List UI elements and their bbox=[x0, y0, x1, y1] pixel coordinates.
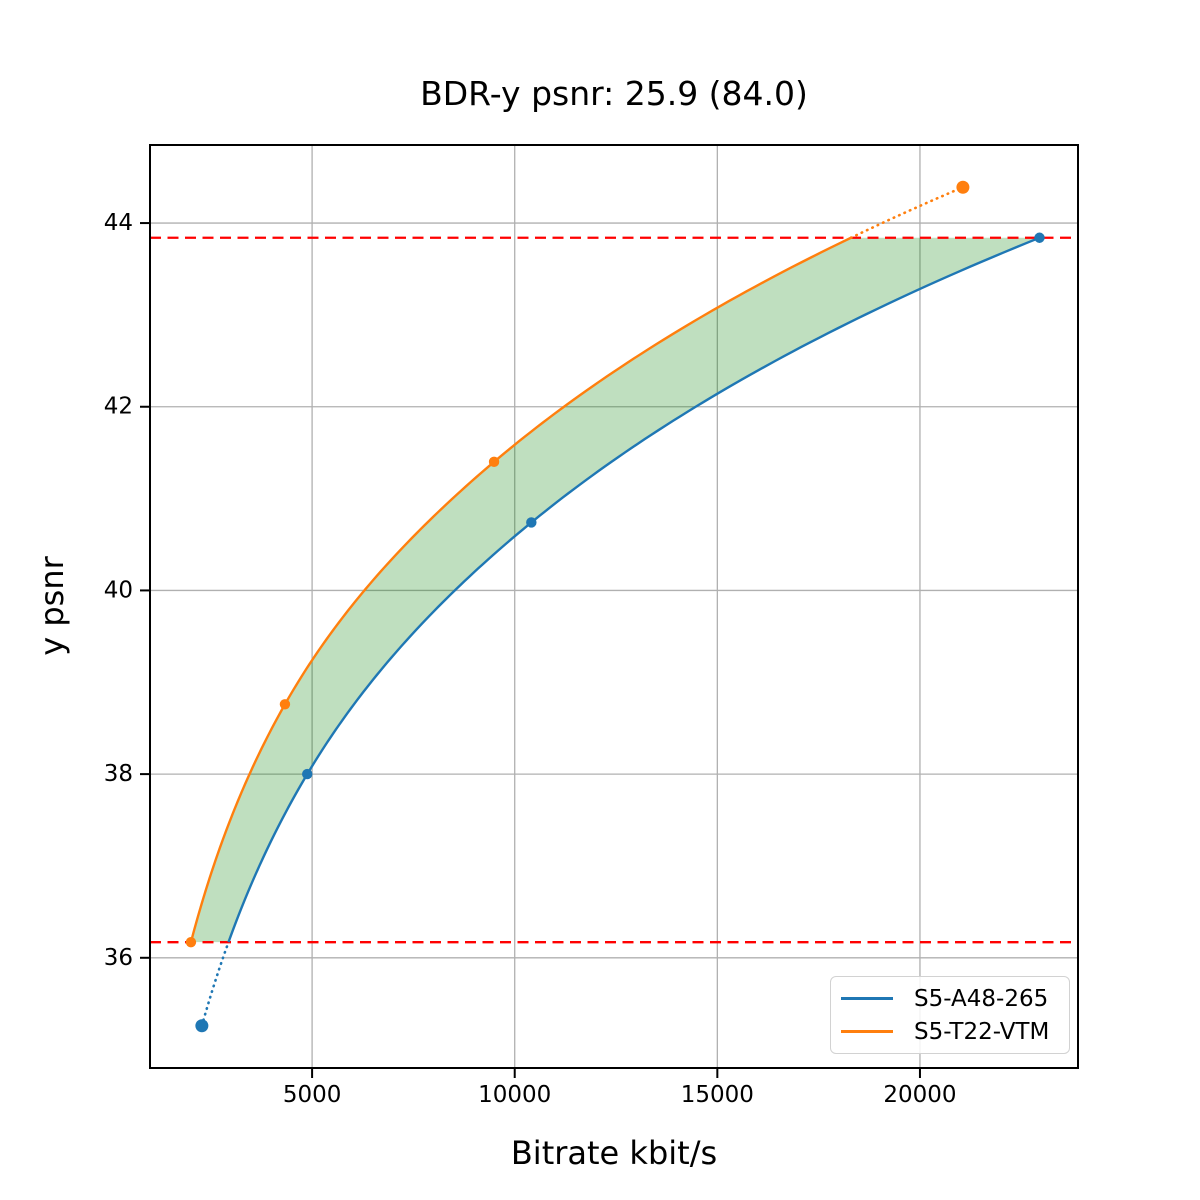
chart-title: BDR-y psnr: 25.9 (84.0) bbox=[420, 74, 808, 113]
grid bbox=[150, 145, 1078, 1068]
bd-overlap-fill bbox=[190, 237, 1040, 943]
legend-item-0: S5-A48-265 bbox=[831, 986, 1069, 1012]
y-tick-label: 38 bbox=[104, 761, 133, 787]
data-point-marker bbox=[279, 699, 291, 710]
data-point-marker bbox=[956, 180, 970, 194]
legend-line-sample-0 bbox=[841, 997, 893, 1000]
x-tick-label: 5000 bbox=[283, 1082, 342, 1108]
data-point-marker bbox=[302, 768, 313, 780]
series-0-dotted-segment bbox=[200, 940, 230, 1028]
x-tick-label: 15000 bbox=[681, 1082, 754, 1108]
y-tick-label: 42 bbox=[104, 394, 133, 420]
data-point-marker bbox=[195, 1019, 209, 1033]
data-point-marker bbox=[488, 456, 500, 468]
x-tick-label: 20000 bbox=[883, 1082, 956, 1108]
data-point-marker bbox=[1034, 232, 1045, 243]
legend-item-1: S5-T22-VTM bbox=[831, 1019, 1069, 1045]
series-0-curve bbox=[227, 236, 1040, 943]
x-axis-label: Bitrate kbit/s bbox=[510, 1134, 718, 1172]
legend: S5-A48-265 S5-T22-VTM bbox=[830, 976, 1070, 1054]
y-axis-label: y psnr bbox=[33, 556, 71, 656]
x-tick-label: 10000 bbox=[478, 1082, 551, 1108]
axis-ticks: 5000 10000 15000 20000 36 38 40 42 44 bbox=[104, 210, 957, 1108]
data-point-marker bbox=[185, 936, 197, 948]
y-tick-label: 40 bbox=[104, 577, 133, 603]
series-1-curve bbox=[189, 236, 852, 943]
series-1-dotted-segment bbox=[849, 185, 965, 240]
legend-label-0: S5-A48-265 bbox=[914, 985, 1049, 1012]
y-tick-label: 36 bbox=[104, 945, 133, 971]
y-tick-label: 44 bbox=[104, 210, 133, 236]
data-point-marker bbox=[526, 517, 537, 528]
axes-spines bbox=[149, 144, 1079, 1069]
legend-line-sample-1 bbox=[841, 1030, 893, 1033]
legend-label-1: S5-T22-VTM bbox=[914, 1018, 1050, 1045]
